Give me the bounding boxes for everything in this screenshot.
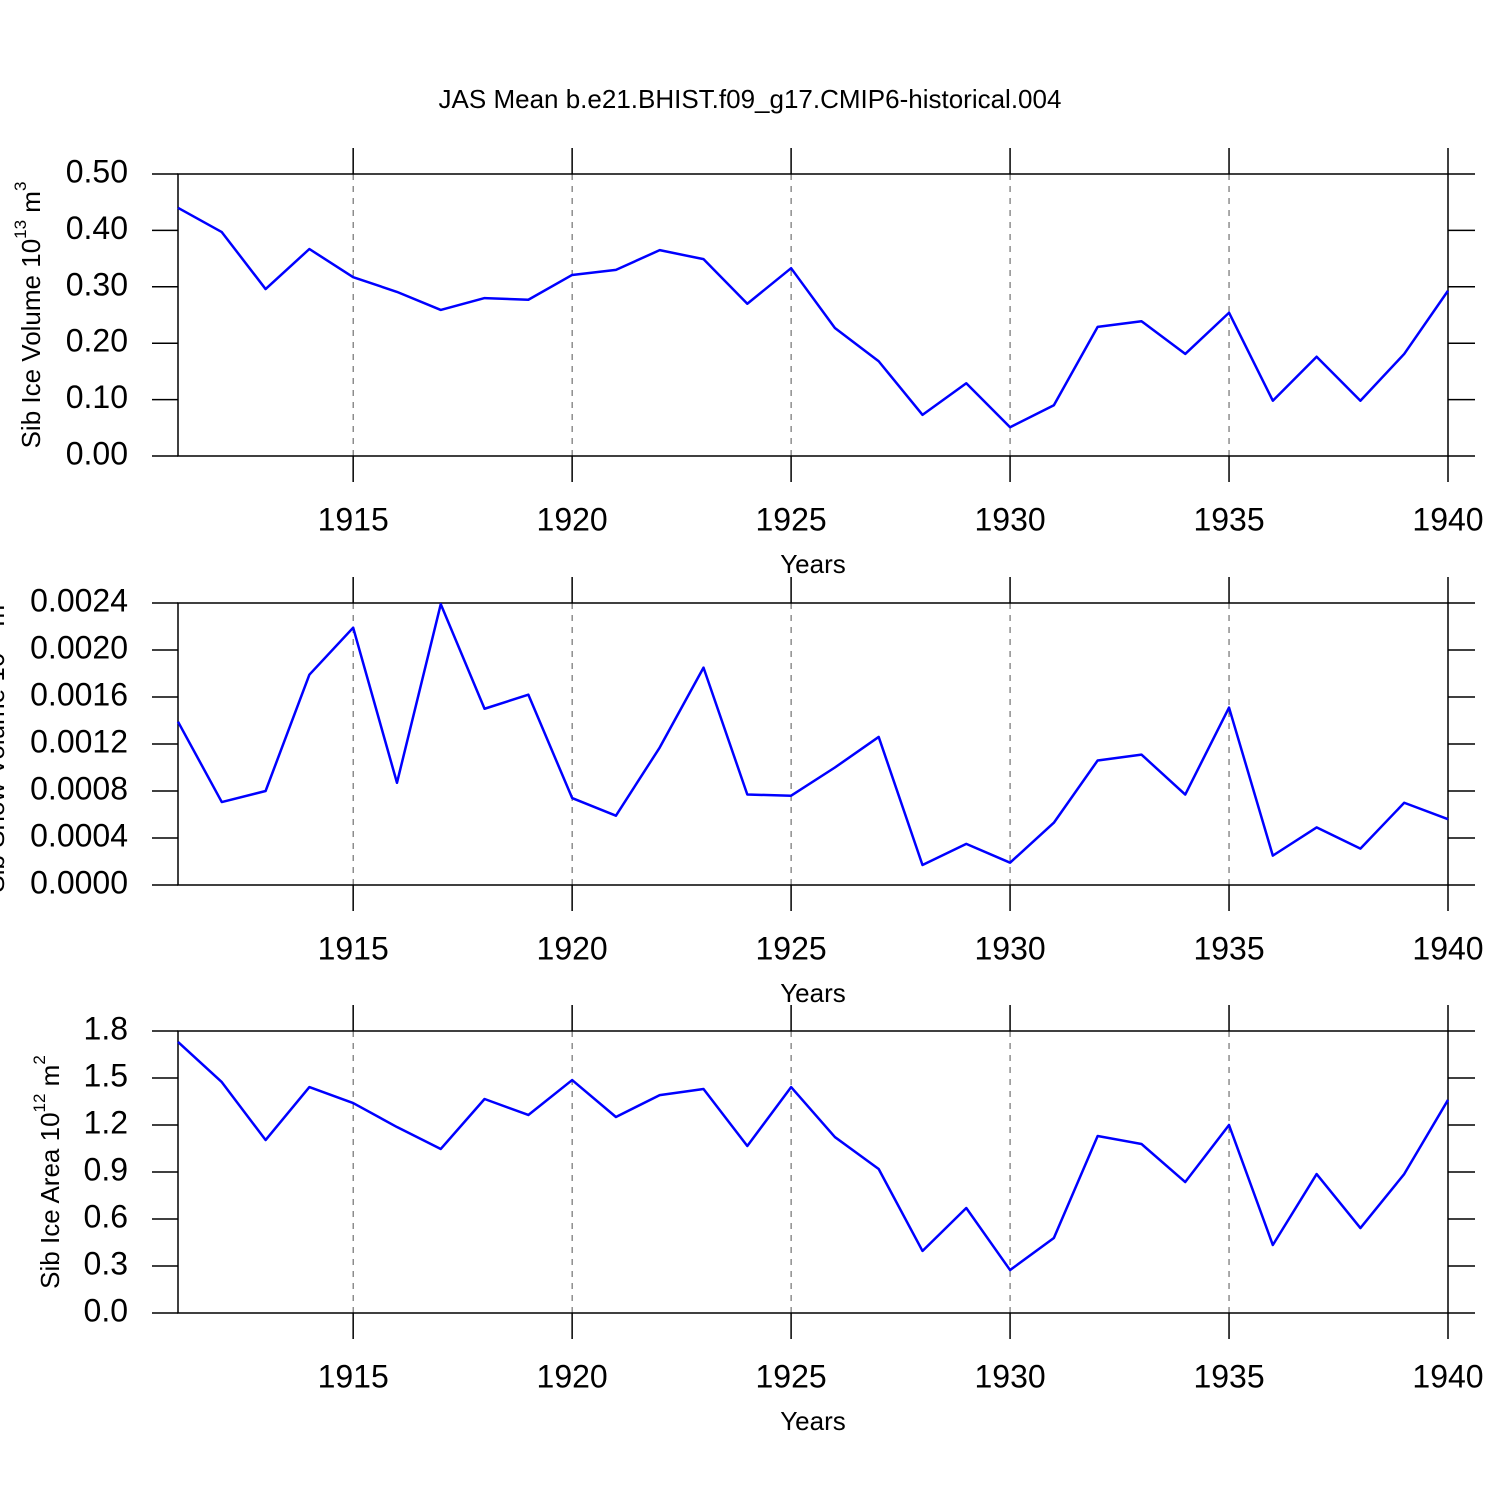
x-tick-label: 1915 [318, 930, 389, 966]
y-tick-label: 0.9 [84, 1151, 128, 1187]
y-tick-label: 0.0016 [30, 676, 128, 712]
y-tick-label: 0.0020 [30, 629, 128, 665]
y-axis-label: Sib Ice Volume 1013 m3 [11, 182, 45, 449]
plot-frame [177, 602, 1449, 886]
x-tick-label: 1925 [756, 1358, 827, 1394]
y-axis-label-part: m [35, 1065, 65, 1094]
x-tick-label: 1940 [1412, 1358, 1483, 1394]
y-axis-label-sup: 2 [30, 1055, 49, 1064]
x-tick-label: 1920 [537, 930, 608, 966]
data-line [176, 602, 1449, 867]
y-axis-label-sup: 12 [30, 1094, 49, 1113]
x-tick-label: 1925 [756, 930, 827, 966]
y-axis-label-part: m [16, 191, 46, 220]
x-tick-label: 1935 [1193, 930, 1264, 966]
y-tick-label: 0.0024 [30, 582, 128, 618]
plot-frame [177, 1030, 1449, 1314]
y-tick-label: 0.3 [84, 1245, 128, 1281]
x-tick-label: 1920 [537, 1358, 608, 1394]
x-tick-label: 1930 [974, 930, 1045, 966]
plot-frame [177, 173, 1449, 457]
y-tick-label: 0.30 [66, 266, 128, 302]
x-axis-label: Years [780, 1406, 846, 1436]
y-tick-label: 0.0008 [30, 770, 128, 806]
data-line [177, 206, 1450, 429]
y-tick-label: 0.20 [66, 323, 128, 359]
x-tick-label: 1940 [1412, 501, 1483, 537]
x-tick-label: 1930 [974, 1358, 1045, 1394]
y-axis-label-part: Sib Ice Area 10 [35, 1112, 65, 1288]
x-tick-label: 1930 [974, 501, 1045, 537]
y-axis-label-sup: 13 [11, 220, 30, 239]
y-tick-label: 0.0 [84, 1292, 128, 1328]
y-axis-label-part: m [0, 605, 10, 634]
y-tick-label: 0.50 [66, 153, 128, 189]
y-axis-label: Sib Ice Area 1012 m2 [30, 1055, 64, 1289]
x-tick-label: 1925 [756, 501, 827, 537]
y-axis-label: Sib Snow Volume 1013 m3 [0, 595, 10, 892]
x-tick-label: 1915 [318, 1358, 389, 1394]
y-axis-label-sup: 3 [11, 182, 30, 191]
data-line [177, 1041, 1450, 1272]
x-tick-label: 1935 [1193, 501, 1264, 537]
x-tick-label: 1920 [537, 501, 608, 537]
y-tick-label: 0.6 [84, 1198, 128, 1234]
y-tick-label: 0.40 [66, 210, 128, 246]
x-axis-label: Years [780, 549, 846, 579]
y-tick-label: 0.0004 [30, 817, 128, 853]
x-tick-label: 1940 [1412, 930, 1483, 966]
y-tick-label: 0.10 [66, 379, 128, 415]
chart-title: JAS Mean b.e21.BHIST.f09_g17.CMIP6-histo… [439, 84, 1062, 114]
y-tick-label: 0.0012 [30, 723, 128, 759]
y-tick-label: 1.2 [84, 1104, 128, 1140]
y-tick-label: 1.8 [84, 1010, 128, 1046]
y-tick-label: 0.00 [66, 435, 128, 471]
y-tick-label: 1.5 [84, 1057, 128, 1093]
y-axis-label-part: Sib Ice Volume 10 [16, 239, 46, 449]
x-axis-label: Years [780, 978, 846, 1008]
x-tick-label: 1915 [318, 501, 389, 537]
y-tick-label: 0.0000 [30, 864, 128, 900]
y-axis-label-part: Sib Snow Volume 10 [0, 653, 10, 893]
x-tick-label: 1935 [1193, 1358, 1264, 1394]
